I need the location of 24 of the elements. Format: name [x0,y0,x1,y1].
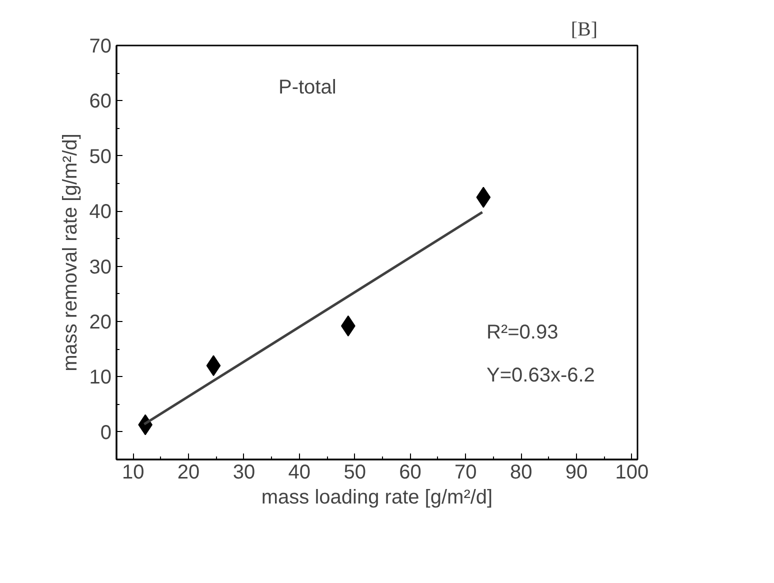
x-axis-title: mass loading rate [g/m²/d] [261,486,493,508]
x-tick-label: 70 [454,462,477,484]
y-tick-label: 20 [89,312,112,334]
x-tick-label: 60 [399,462,422,484]
x-tick-label: 10 [122,462,144,484]
x-tick-label: 20 [177,462,200,484]
x-tick-label: 50 [344,462,366,484]
y-tick-label: 30 [89,256,112,278]
x-tick-label: 90 [565,462,588,484]
annotation: Y=0.63x-6.2 [486,364,595,386]
y-tick-label: 0 [100,422,112,444]
y-tick-label: 60 [89,90,112,113]
x-tick-label: 30 [232,462,256,484]
annotation: P-total [278,76,336,98]
x-tick-label: 100 [615,462,649,484]
annotation: R²=0.93 [486,322,558,344]
y-tick-label: 40 [89,201,112,224]
y-tick-label: 70 [89,36,112,58]
x-tick-label: 80 [510,462,532,484]
text: [B] [570,18,598,40]
y-tick-label: 10 [89,366,112,389]
y-tick-label: 50 [89,146,112,168]
y-axis-title: mass removal rate [g/m²/d] [59,134,82,372]
x-tick-label: 40 [288,462,311,484]
